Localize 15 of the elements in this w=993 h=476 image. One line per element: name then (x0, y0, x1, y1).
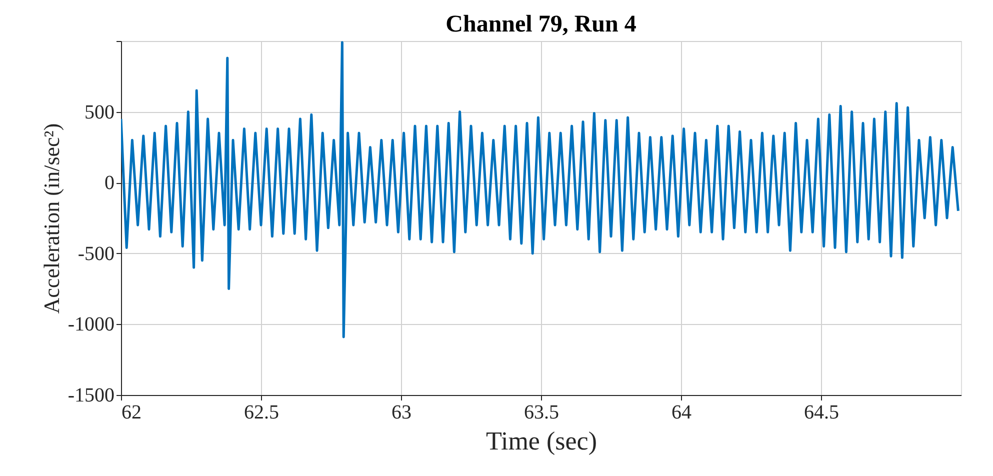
x-tick-label: 64 (672, 402, 692, 424)
x-axis-title: Time (sec) (486, 426, 597, 456)
y-axis-title: Acceleration (in/sec²) (38, 123, 64, 314)
y-tick-label: -500 (78, 242, 114, 265)
y-tick-label: 500 (84, 101, 114, 124)
x-tick-label: 62.5 (244, 402, 279, 424)
x-tick-label: 62 (122, 402, 142, 424)
x-tick-label: 63 (392, 402, 412, 424)
x-tick-label: 64.5 (804, 402, 839, 424)
y-tick-label: -1500 (68, 384, 114, 406)
y-tick-label: 0 (104, 172, 114, 194)
chart-title: Channel 79, Run 4 (446, 12, 636, 38)
line-series (121, 41, 960, 338)
y-tick-label: -1000 (68, 314, 114, 336)
x-tick-label: 63.5 (524, 402, 559, 424)
